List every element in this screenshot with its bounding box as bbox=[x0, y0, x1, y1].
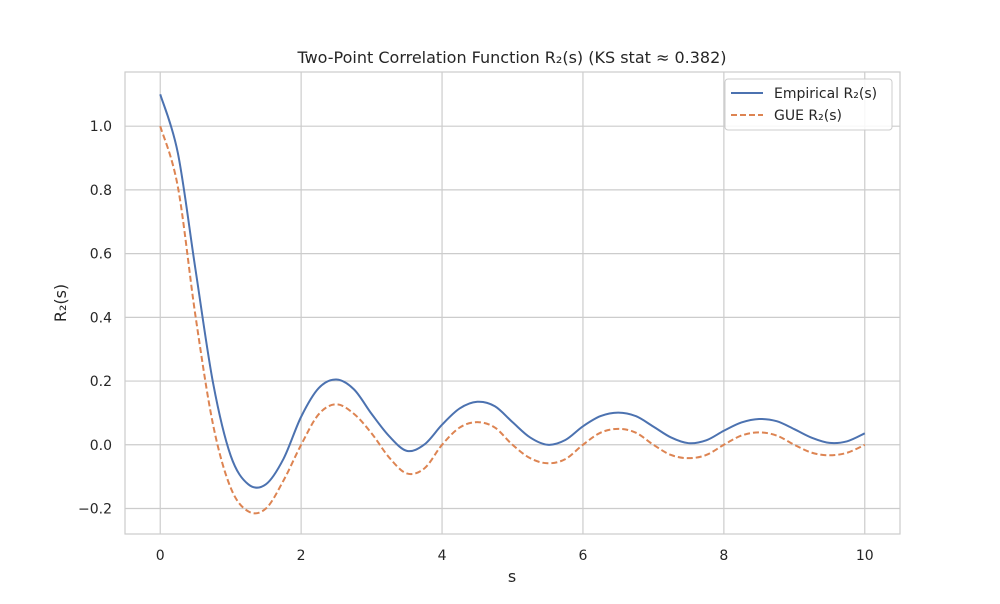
x-tick-label: 0 bbox=[156, 548, 165, 564]
x-tick-label: 4 bbox=[438, 548, 447, 564]
plot-area bbox=[125, 72, 900, 534]
x-tick-label: 6 bbox=[578, 548, 587, 564]
x-tick-label: 10 bbox=[856, 548, 874, 564]
y-tick-label: 0.0 bbox=[90, 438, 112, 454]
y-tick-labels: −0.2 0.0 0.2 0.4 0.6 0.8 1.0 bbox=[78, 119, 112, 517]
x-tick-label: 8 bbox=[719, 548, 728, 564]
y-tick-label: 0.6 bbox=[90, 247, 112, 263]
legend: Empirical R₂(s) GUE R₂(s) bbox=[724, 78, 893, 131]
y-tick-label: 1.0 bbox=[90, 119, 112, 135]
x-axis-label: s bbox=[508, 567, 516, 586]
legend-box bbox=[724, 78, 893, 131]
y-axis-label: R₂(s) bbox=[51, 284, 70, 322]
y-tick-label: 0.2 bbox=[90, 374, 112, 390]
series-line-gue bbox=[159, 125, 866, 515]
plot-frame bbox=[124, 71, 901, 535]
y-tick-label: −0.2 bbox=[78, 502, 112, 518]
chart-title: Two-Point Correlation Function R₂(s) (KS… bbox=[296, 48, 726, 67]
series-line-empirical bbox=[159, 94, 866, 489]
x-tick-label: 2 bbox=[297, 548, 306, 564]
y-tick-label: 0.8 bbox=[90, 183, 112, 199]
y-tick-label: 0.4 bbox=[90, 310, 112, 326]
legend-label-empirical: Empirical R₂(s) bbox=[774, 86, 877, 102]
x-tick-labels: 0 2 4 6 8 10 bbox=[156, 548, 874, 564]
series-layer bbox=[159, 94, 866, 515]
legend-label-gue: GUE R₂(s) bbox=[774, 108, 842, 124]
